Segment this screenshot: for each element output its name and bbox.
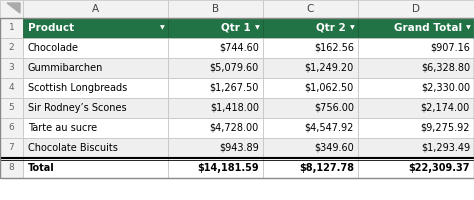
Bar [23, 0, 168, 18]
Text: $14,181.59: $14,181.59 [197, 163, 259, 173]
Bar [23, 78, 168, 98]
Text: 3: 3 [9, 64, 14, 72]
Text: ▼: ▼ [350, 25, 355, 30]
Bar [263, 78, 358, 98]
Text: $162.56: $162.56 [314, 43, 354, 53]
Bar [168, 0, 263, 18]
Text: 5: 5 [9, 104, 14, 112]
Text: $5,079.60: $5,079.60 [210, 63, 259, 73]
Bar [358, 58, 474, 78]
Text: ▼: ▼ [255, 25, 259, 30]
Bar [358, 158, 474, 178]
Bar [358, 0, 474, 18]
Text: $4,728.00: $4,728.00 [210, 123, 259, 133]
Text: $349.60: $349.60 [314, 143, 354, 153]
Bar [358, 98, 474, 118]
Text: Grand Total: Grand Total [394, 23, 462, 33]
Text: $2,330.00: $2,330.00 [421, 83, 470, 93]
Bar [0, 138, 23, 158]
Text: D: D [412, 4, 420, 14]
Text: Sir Rodney’s Scones: Sir Rodney’s Scones [28, 103, 127, 113]
Bar [263, 98, 358, 118]
Text: $756.00: $756.00 [314, 103, 354, 113]
Text: Gummibarchen: Gummibarchen [28, 63, 103, 73]
Polygon shape [7, 3, 20, 13]
Text: B: B [212, 4, 219, 14]
Text: A: A [92, 4, 99, 14]
Bar [358, 78, 474, 98]
Text: Qtr 1: Qtr 1 [221, 23, 251, 33]
Text: $1,293.49: $1,293.49 [421, 143, 470, 153]
Text: $907.16: $907.16 [430, 43, 470, 53]
Text: Tarte au sucre: Tarte au sucre [28, 123, 97, 133]
Text: $1,062.50: $1,062.50 [305, 83, 354, 93]
Bar [0, 38, 23, 58]
Bar [0, 78, 23, 98]
Bar [263, 18, 358, 38]
Text: Scottish Longbreads: Scottish Longbreads [28, 83, 127, 93]
Bar [263, 58, 358, 78]
Bar [23, 58, 168, 78]
Bar [168, 18, 263, 38]
Bar [263, 38, 358, 58]
Bar [23, 138, 168, 158]
Text: Chocolade: Chocolade [28, 43, 79, 53]
Text: $8,127.78: $8,127.78 [299, 163, 354, 173]
Text: Total: Total [28, 163, 55, 173]
Bar [263, 118, 358, 138]
Bar [358, 38, 474, 58]
Text: 7: 7 [9, 144, 14, 152]
Text: 6: 6 [9, 123, 14, 132]
Text: C: C [307, 4, 314, 14]
Bar [358, 118, 474, 138]
Text: Chocolate Biscuits: Chocolate Biscuits [28, 143, 118, 153]
Bar [168, 58, 263, 78]
Bar [0, 18, 23, 38]
Text: $1,267.50: $1,267.50 [210, 83, 259, 93]
Bar [263, 158, 358, 178]
Bar [168, 98, 263, 118]
Bar [358, 18, 474, 38]
Bar [23, 18, 168, 38]
Text: $6,328.80: $6,328.80 [421, 63, 470, 73]
Text: 4: 4 [9, 84, 14, 92]
Text: $1,418.00: $1,418.00 [210, 103, 259, 113]
Bar [23, 118, 168, 138]
Bar [0, 158, 23, 178]
Text: $1,249.20: $1,249.20 [305, 63, 354, 73]
Text: 8: 8 [9, 164, 14, 172]
Bar [23, 158, 168, 178]
Bar [168, 138, 263, 158]
Bar [168, 78, 263, 98]
Bar [263, 138, 358, 158]
Text: ▼: ▼ [465, 25, 470, 30]
Text: $744.60: $744.60 [219, 43, 259, 53]
Text: 1: 1 [9, 23, 14, 32]
Bar [0, 98, 23, 118]
Bar [23, 38, 168, 58]
Bar [0, 18, 474, 178]
Text: $9,275.92: $9,275.92 [420, 123, 470, 133]
Bar [168, 38, 263, 58]
Bar [358, 138, 474, 158]
Bar [0, 118, 23, 138]
Bar [23, 98, 168, 118]
Text: $4,547.92: $4,547.92 [305, 123, 354, 133]
Text: $943.89: $943.89 [219, 143, 259, 153]
Text: $22,309.37: $22,309.37 [409, 163, 470, 173]
Text: ▼: ▼ [160, 25, 164, 30]
Text: Product: Product [28, 23, 74, 33]
Bar [0, 58, 23, 78]
Text: Qtr 2: Qtr 2 [316, 23, 346, 33]
Text: 2: 2 [9, 44, 14, 52]
Bar [168, 158, 263, 178]
Bar [263, 0, 358, 18]
Bar [0, 0, 23, 18]
Bar [168, 118, 263, 138]
Text: $2,174.00: $2,174.00 [421, 103, 470, 113]
